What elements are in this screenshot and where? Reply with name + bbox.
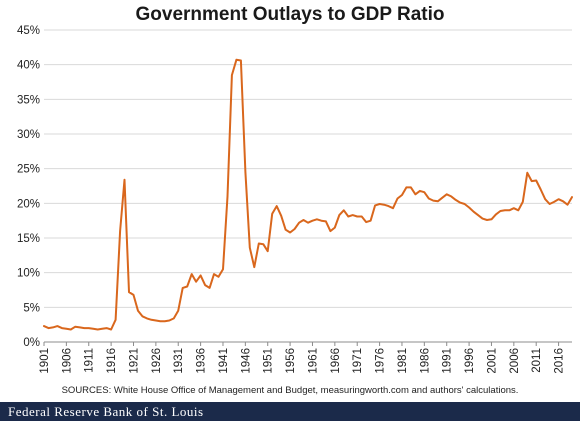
y-tick-label: 15%	[17, 233, 40, 245]
x-tick-label: 1991	[442, 348, 454, 374]
series-layer	[43, 58, 573, 331]
x-tick-label: 1916	[106, 348, 118, 374]
x-tick-label: 1951	[263, 348, 275, 374]
footer-logo-text: Federal Reserve Bank of St. Louis	[8, 404, 204, 419]
y-tick-label: 0%	[23, 337, 40, 349]
x-tick-label: 1956	[285, 348, 297, 374]
x-tick-label: 1936	[196, 348, 208, 374]
x-tick-label: 1926	[151, 348, 163, 374]
x-tick-label: 1906	[61, 348, 73, 374]
x-tick-label: 2006	[509, 348, 521, 374]
x-tick-label: 1986	[419, 348, 431, 374]
y-tick-labels: 0% 5% 10% 15% 20% 25% 30% 35% 40% 45%	[17, 25, 40, 349]
y-tick-label: 10%	[17, 268, 40, 280]
x-tick-label: 1971	[352, 348, 364, 374]
gridlines	[44, 29, 572, 308]
x-tick-label: 1946	[240, 348, 252, 374]
footer-bar: Federal Reserve Bank of St. Louis	[0, 402, 580, 421]
x-tick-label: 1941	[218, 348, 230, 374]
chart-title: Government Outlays to GDP Ratio	[135, 4, 445, 25]
series-line	[43, 58, 573, 331]
x-tick-label: 2011	[531, 348, 543, 373]
x-tick-label: 1901	[39, 348, 51, 374]
y-tick-label: 45%	[17, 25, 40, 37]
y-tick-label: 20%	[17, 198, 40, 210]
x-tick-label: 1931	[173, 348, 185, 374]
y-tick-label: 40%	[17, 60, 40, 72]
x-tick-label: 1961	[307, 348, 319, 374]
x-tick-labels: 1901 1906 1911 1916 1921 1926 1931 1936 1941 1946…	[39, 348, 566, 374]
x-tick-label: 1966	[330, 348, 342, 374]
x-tick-label: 2001	[486, 348, 498, 374]
y-tick-label: 30%	[17, 129, 40, 141]
x-tick-label: 1921	[128, 348, 140, 374]
x-tick-label: 1976	[375, 348, 387, 374]
y-tick-label: 25%	[17, 164, 40, 176]
y-tick-label: 35%	[17, 94, 40, 106]
x-tick-label: 1996	[464, 348, 476, 374]
y-tick-label: 5%	[23, 302, 40, 314]
source-note: SOURCES: White House Office of Managemen…	[61, 385, 519, 396]
x-tick-label: 1911	[84, 348, 96, 373]
x-tick-label: 1981	[397, 348, 409, 374]
x-tick-label: 2016	[554, 348, 566, 374]
axes	[43, 341, 572, 346]
